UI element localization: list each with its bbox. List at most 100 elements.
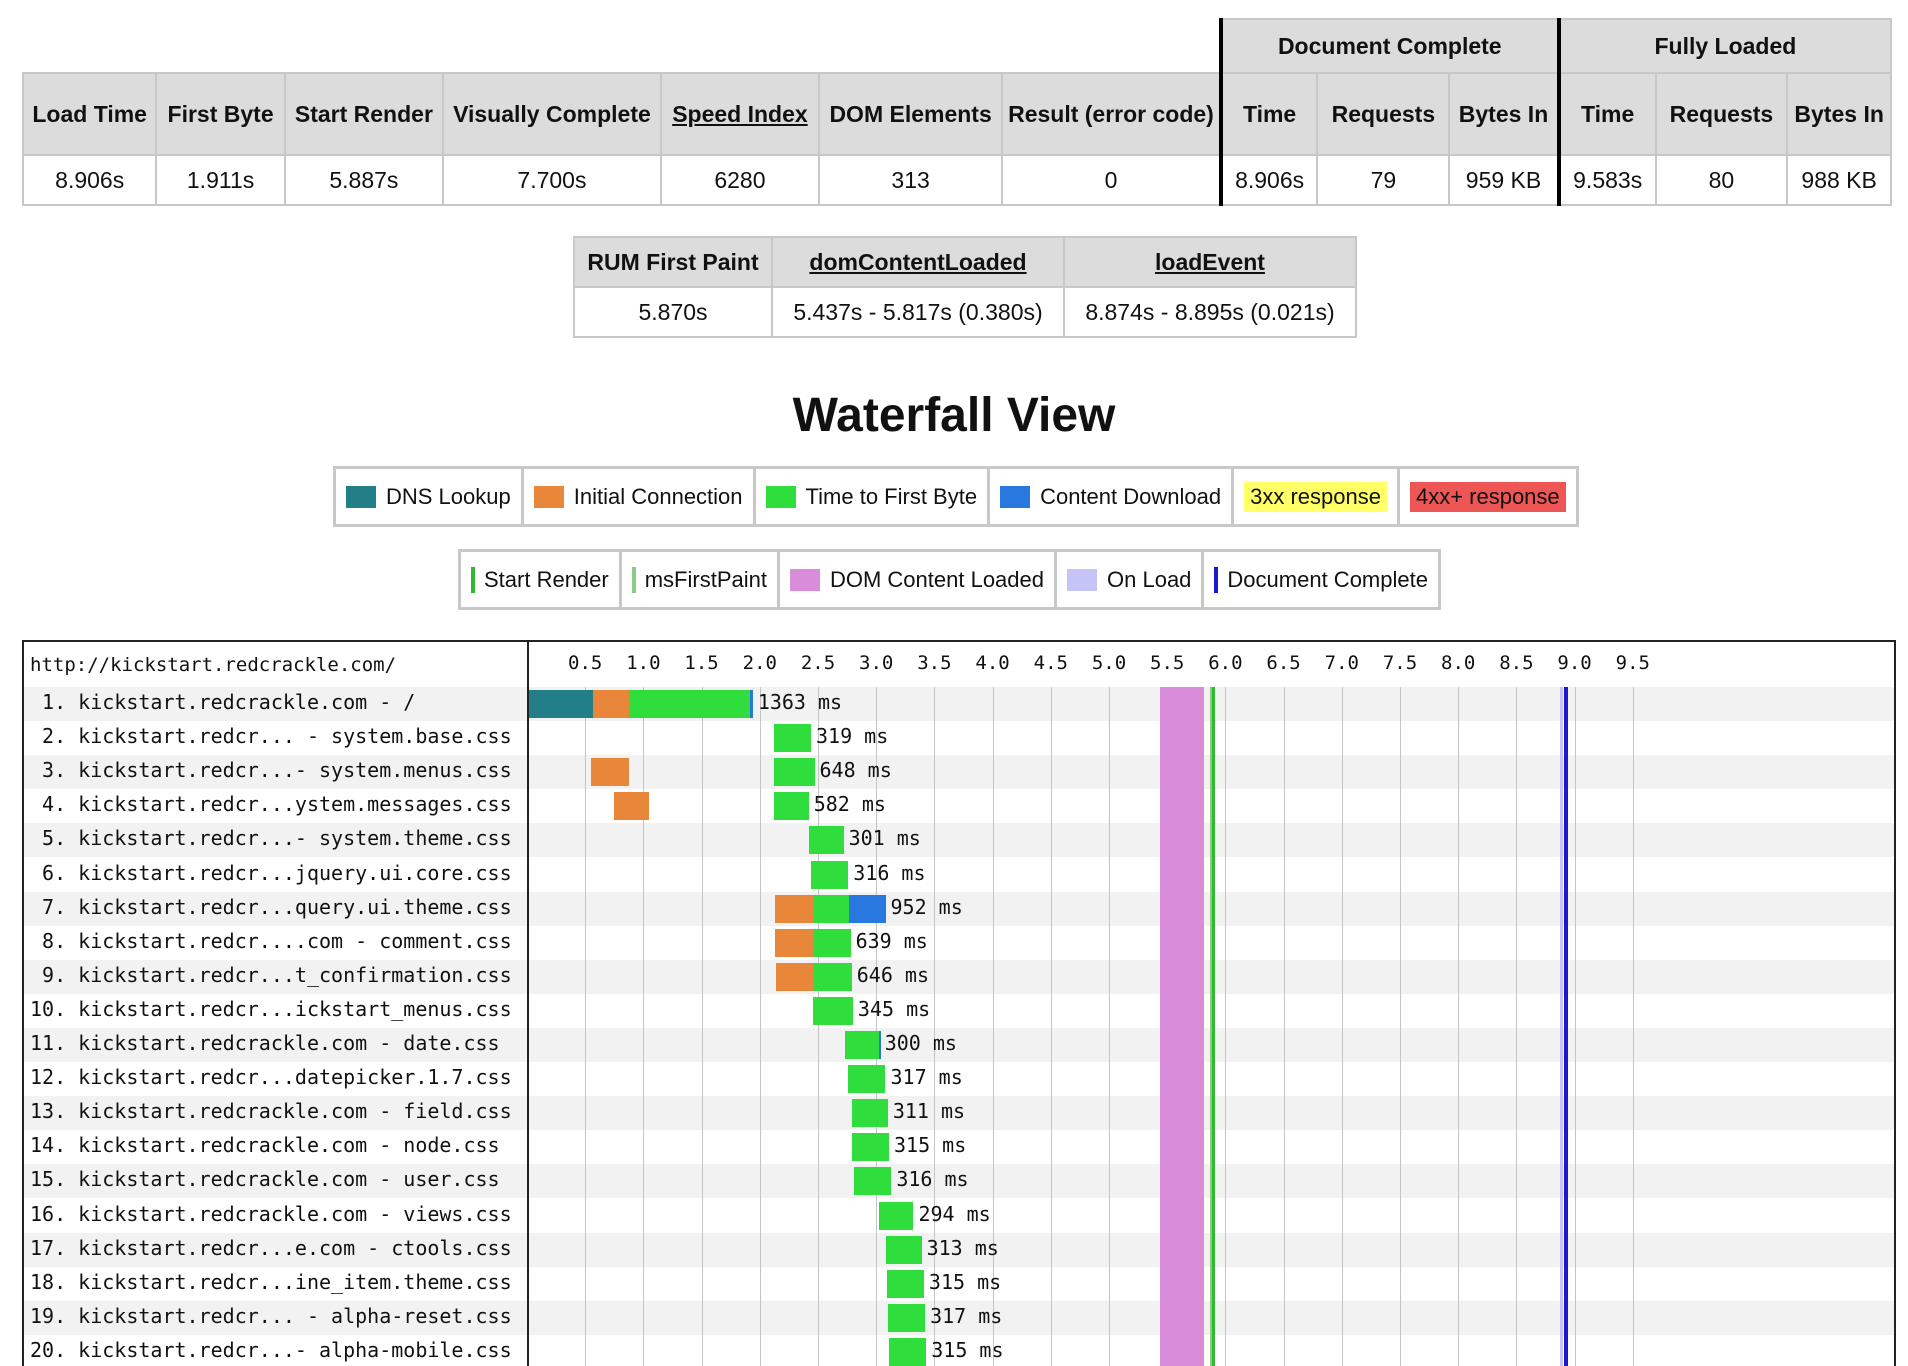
request-row[interactable]: 19. kickstart.redcr... - alpha-reset.css: [24, 1300, 1894, 1335]
request-row[interactable]: 11. kickstart.redcrackle.com - date.css: [24, 1028, 1894, 1062]
request-row[interactable]: 4. kickstart.redcr...ystem.messages.css: [24, 789, 1894, 823]
waterfall-url[interactable]: http://kickstart.redcrackle.com/: [30, 654, 397, 676]
request-bar-ttfb[interactable]: [773, 724, 811, 753]
request-bar-connect[interactable]: [593, 690, 630, 718]
request-bar-ttfb[interactable]: [811, 860, 849, 889]
time-gridline: [1400, 687, 1401, 1366]
request-row[interactable]: 14. kickstart.redcrackle.com - node.css: [24, 1130, 1894, 1164]
legend-start-render: Start Render: [461, 552, 622, 607]
legend-document-complete-label: Document Complete: [1227, 566, 1428, 592]
dom-content-loaded-header[interactable]: domContentLoaded: [771, 236, 1065, 288]
request-duration: 648 ms: [819, 758, 892, 783]
request-label[interactable]: 4. kickstart.redcr...ystem.messages.css: [30, 792, 512, 817]
request-bar-ttfb[interactable]: [854, 1167, 892, 1196]
request-bar-ttfb[interactable]: [886, 1269, 924, 1298]
request-row[interactable]: 2. kickstart.redcr... - system.base.css: [24, 721, 1894, 755]
request-bar-ttfb[interactable]: [808, 826, 844, 855]
request-row[interactable]: 12. kickstart.redcr...datepicker.1.7.css: [24, 1062, 1894, 1096]
request-bar-ttfb[interactable]: [813, 996, 853, 1025]
request-row[interactable]: 10. kickstart.redcr...ickstart_menus.css: [24, 994, 1894, 1028]
request-bar-ttfb[interactable]: [813, 894, 850, 923]
request-label[interactable]: 1. kickstart.redcrackle.com - /: [30, 690, 416, 714]
request-duration: 952 ms: [890, 894, 963, 919]
request-row[interactable]: 1. kickstart.redcrackle.com - /: [24, 687, 1894, 721]
time-gridline: [585, 687, 587, 1366]
request-label[interactable]: 18. kickstart.redcr...ine_item.theme.css: [30, 1269, 512, 1294]
speed-index-link[interactable]: Speed Index: [672, 100, 808, 127]
request-row[interactable]: 20. kickstart.redcr...- alpha-mobile.css: [24, 1335, 1894, 1366]
request-row[interactable]: 17. kickstart.redcr...e.com - ctools.css: [24, 1232, 1894, 1267]
legend-ms-first-paint-label: msFirstPaint: [644, 566, 767, 592]
request-bar-ttfb[interactable]: [773, 758, 815, 787]
request-bar-connect[interactable]: [591, 758, 630, 787]
request-label[interactable]: 13. kickstart.redcrackle.com - field.css: [30, 1099, 512, 1124]
results-table: Document Complete Fully Loaded Load Time…: [21, 18, 1893, 206]
request-label[interactable]: 15. kickstart.redcrackle.com - user.css: [30, 1167, 500, 1192]
request-row[interactable]: 3. kickstart.redcr...- system.menus.css: [24, 755, 1894, 790]
request-bar-dns[interactable]: [527, 690, 594, 718]
result-header: Result (error code): [1001, 72, 1222, 156]
legend-download: Content Download: [990, 469, 1235, 524]
request-row[interactable]: 16. kickstart.redcrackle.com - views.css: [24, 1199, 1894, 1233]
speed-index-header[interactable]: Speed Index: [659, 72, 821, 156]
request-label[interactable]: 14. kickstart.redcrackle.com - node.css: [30, 1133, 500, 1158]
request-row[interactable]: 7. kickstart.redcr...query.ui.theme.css: [24, 891, 1894, 926]
request-bar-download[interactable]: [849, 894, 886, 923]
waterfall-title: Waterfall View: [792, 389, 1116, 442]
request-duration: 313 ms: [926, 1235, 999, 1260]
request-bar-ttfb[interactable]: [878, 1201, 914, 1230]
request-label[interactable]: 2. kickstart.redcr... - system.base.css: [30, 724, 512, 749]
time-tick-label: 5.0: [1091, 652, 1127, 674]
request-bar-connect[interactable]: [776, 962, 814, 991]
request-bar-ttfb[interactable]: [773, 792, 809, 821]
request-row[interactable]: 9. kickstart.redcr...t_confirmation.css: [24, 959, 1894, 994]
request-label[interactable]: 17. kickstart.redcr...e.com - ctools.css: [30, 1235, 512, 1260]
dc-bytes-value: 959 KB: [1448, 154, 1560, 206]
request-bar-connect[interactable]: [774, 928, 814, 957]
request-bar-ttfb[interactable]: [885, 1235, 922, 1264]
request-label[interactable]: 16. kickstart.redcrackle.com - views.css: [30, 1201, 512, 1226]
request-label[interactable]: 12. kickstart.redcr...datepicker.1.7.css: [30, 1065, 512, 1090]
request-duration: 294 ms: [918, 1201, 991, 1226]
request-bar-connect[interactable]: [614, 792, 650, 821]
request-label[interactable]: 7. kickstart.redcr...query.ui.theme.css: [30, 894, 512, 919]
request-label[interactable]: 20. kickstart.redcr...- alpha-mobile.css: [30, 1337, 512, 1362]
load-event-link[interactable]: loadEvent: [1155, 248, 1265, 275]
request-bar-ttfb[interactable]: [813, 962, 852, 991]
request-label[interactable]: 19. kickstart.redcr... - alpha-reset.css: [30, 1303, 512, 1328]
request-row[interactable]: 13. kickstart.redcrackle.com - field.css: [24, 1096, 1894, 1131]
dom-content-loaded-link[interactable]: domContentLoaded: [809, 248, 1027, 275]
request-label[interactable]: 6. kickstart.redcr...jquery.ui.core.css: [30, 860, 512, 885]
request-bar-ttfb[interactable]: [851, 1133, 889, 1162]
request-label[interactable]: 8. kickstart.redcr....com - comment.css: [30, 928, 512, 953]
request-bar-ttfb[interactable]: [889, 1337, 927, 1366]
request-row[interactable]: 6. kickstart.redcr...jquery.ui.core.css: [24, 858, 1894, 892]
legend-connect-label: Initial Connection: [573, 483, 743, 509]
request-bar-ttfb[interactable]: [851, 1099, 888, 1128]
request-row[interactable]: 8. kickstart.redcr....com - comment.css: [24, 926, 1894, 960]
start-render-header: Start Render: [283, 72, 445, 156]
document-complete-line: [1563, 687, 1568, 1366]
request-bar-ttfb[interactable]: [629, 690, 751, 718]
request-row[interactable]: 5. kickstart.redcr...- system.theme.css: [24, 823, 1894, 858]
request-label[interactable]: 11. kickstart.redcrackle.com - date.css: [30, 1031, 500, 1055]
request-bar-connect[interactable]: [774, 894, 814, 923]
request-bar-download[interactable]: [750, 690, 753, 718]
dc-requests-value: 79: [1316, 154, 1451, 206]
request-label[interactable]: 3. kickstart.redcr...- system.menus.css: [30, 758, 512, 783]
request-bar-ttfb[interactable]: [813, 928, 851, 957]
request-bar-ttfb[interactable]: [848, 1065, 886, 1094]
request-label[interactable]: 5. kickstart.redcr...- system.theme.css: [30, 826, 512, 851]
load-event-header[interactable]: loadEvent: [1063, 236, 1357, 288]
dc-time-header: Time: [1218, 72, 1319, 156]
request-label[interactable]: 9. kickstart.redcr...t_confirmation.css: [30, 962, 512, 987]
request-duration: 1363 ms: [757, 690, 843, 714]
request-label[interactable]: 10. kickstart.redcr...ickstart_menus.css: [30, 996, 512, 1021]
time-gridline: [1225, 687, 1227, 1366]
request-bar-ttfb[interactable]: [887, 1303, 926, 1332]
request-row[interactable]: 18. kickstart.redcr...ine_item.theme.css: [24, 1267, 1894, 1301]
request-row[interactable]: 15. kickstart.redcrackle.com - user.css: [24, 1164, 1894, 1199]
request-bar-download[interactable]: [878, 1031, 881, 1059]
legend-3xx-label: 3xx response: [1244, 481, 1387, 512]
request-bar-ttfb[interactable]: [844, 1031, 879, 1059]
